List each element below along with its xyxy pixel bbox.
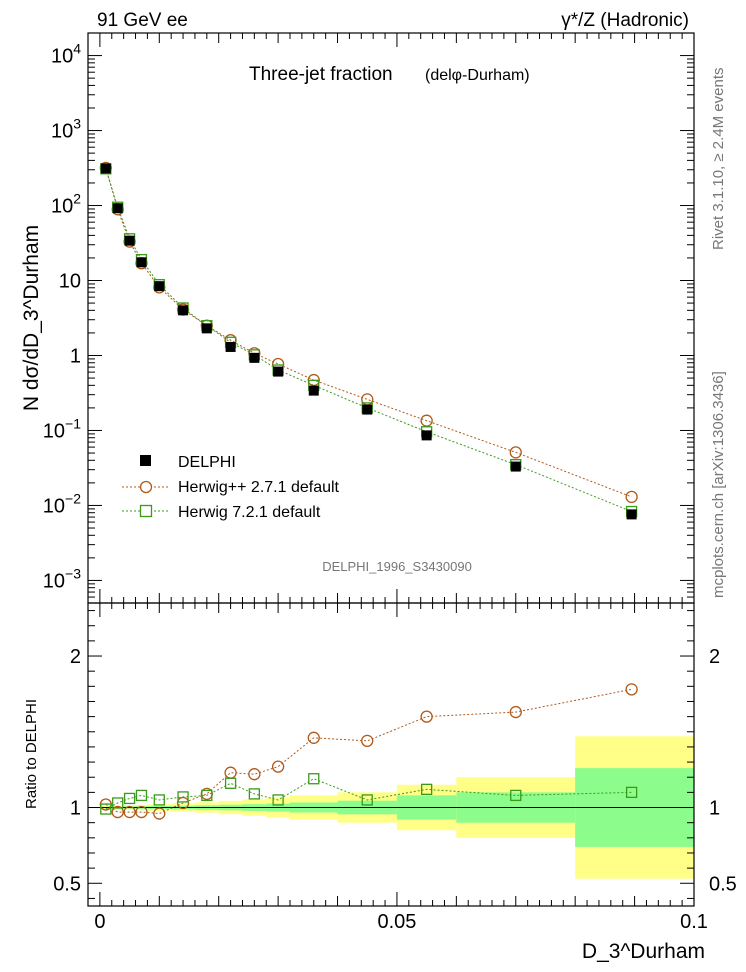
ratio-point-herwig-7-2-1-default [177, 791, 189, 803]
legend-label-herwig7: Herwig 7.2.1 default [178, 504, 321, 521]
ratio-y-tick-label-left: 2 [70, 646, 81, 668]
main-point-delphi [112, 203, 123, 214]
tick-labels: 10−3 10−2 10−1 1 10 102 103 104 0.5 0.5 1 1 2 2 0 0.05 0… [43, 41, 737, 933]
y-tick-label: 10 [59, 271, 81, 293]
rivet-note: Rivet 3.1.10, ≥ 2.4M events [710, 68, 727, 251]
x-axis-title: D_3^Durham [582, 940, 705, 963]
ratio-point-herwig-7-2-1-default [308, 773, 320, 785]
ratio-y-tick-label-left: 0.5 [53, 873, 81, 895]
legend-marker-delphi [140, 455, 151, 466]
ratio-point-herwig-2-7-1-default [135, 805, 148, 819]
main-point-delphi [201, 323, 212, 334]
x-tick-label: 0 [94, 911, 105, 933]
main-point-delphi [154, 281, 165, 292]
ratio-point-herwig-2-7-1-default [307, 731, 320, 744]
y-tick-label: 102 [51, 191, 81, 218]
main-line-herwig-2-7-1-default [105, 167, 632, 498]
main-point-delphi [510, 461, 521, 472]
x-tick-label: 0.1 [680, 911, 708, 933]
ratio-point-herwig-2-7-1-default [625, 683, 638, 696]
ratio-y-tick-label-right: 0.5 [709, 873, 737, 895]
main-point-delphi [626, 509, 637, 520]
ratio-point-herwig-2-7-1-default [176, 796, 190, 810]
ratio-point-herwig-2-7-1-default [361, 734, 374, 748]
ratio-point-herwig-7-2-1-default [201, 789, 213, 802]
ratio-point-herwig-2-7-1-default [111, 805, 124, 819]
main-point-herwig-2-7-1-default [625, 490, 638, 504]
ratio-plot-frame [87, 602, 695, 907]
axis-ticks [88, 32, 695, 906]
ratio-y-axis-title: Ratio to DELPHI [23, 699, 40, 809]
main-point-delphi [249, 352, 260, 363]
legend-label-herwigpp: Herwig++ 2.7.1 default [178, 479, 340, 496]
main-point-delphi [124, 235, 135, 246]
main-point-delphi [421, 430, 432, 441]
ratio-point-herwig-7-2-1-default [420, 783, 433, 795]
ratio-y-tick-label-right: 1 [709, 798, 720, 820]
main-point-delphi [273, 366, 284, 377]
main-point-delphi [136, 257, 147, 268]
beam-label: 91 GeV ee [97, 10, 188, 31]
ratio-point-herwig-2-7-1-default [123, 805, 136, 819]
legend-marker-herwigpp [139, 480, 153, 494]
main-point-delphi [225, 341, 236, 352]
ratio-line-herwig-7-2-1-default [105, 778, 632, 810]
ratio-point-herwig-7-2-1-default [135, 789, 148, 802]
legend: DELPHI Herwig++ 2.7.1 default Herwig 7.2… [122, 454, 340, 521]
process-label: γ*/Z (Hadronic) [561, 10, 689, 31]
series-markers [99, 161, 638, 820]
y-tick-label: 1 [70, 345, 81, 367]
ratio-point-herwig-7-2-1-default [112, 797, 124, 809]
ratio-y-tick-label-right: 2 [709, 646, 720, 668]
main-point-delphi [178, 305, 189, 316]
ratio-point-herwig-2-7-1-default [248, 768, 261, 781]
y-tick-label: 104 [51, 41, 81, 68]
chart-title: Three-jet fraction [249, 64, 393, 85]
chart-subtitle: (delφ-Durham) [425, 67, 530, 84]
y-tick-label: 10−2 [43, 490, 81, 517]
y-tick-label: 10−1 [43, 415, 81, 442]
ratio-point-herwig-2-7-1-default [271, 760, 285, 773]
ratio-point-herwig-2-7-1-default [509, 705, 522, 719]
ratio-point-herwig-7-2-1-default [153, 794, 165, 806]
main-point-herwig-2-7-1-default [509, 446, 522, 459]
legend-marker-herwig7 [139, 504, 153, 518]
x-tick-label: 0.05 [377, 911, 416, 933]
main-y-axis-title: N dσ/dD_3^Durham [20, 225, 43, 411]
legend-label-delphi: DELPHI [178, 454, 236, 471]
ratio-bands [88, 736, 694, 879]
ratio-point-herwig-2-7-1-default [420, 710, 433, 723]
ratio-point-herwig-2-7-1-default [153, 807, 166, 820]
main-point-delphi [308, 385, 319, 396]
ratio-point-herwig-7-2-1-default [224, 777, 237, 789]
ratio-line-herwig-2-7-1-default [105, 688, 632, 815]
ratio-point-herwig-7-2-1-default [625, 786, 638, 799]
y-tick-label: 10−3 [43, 565, 81, 592]
main-point-delphi [100, 163, 111, 174]
mcplots-note: mcplots.cern.ch [arXiv:1306.3436] [710, 371, 727, 598]
ratio-point-herwig-7-2-1-default [361, 794, 373, 806]
y-tick-label: 103 [51, 116, 81, 143]
ratio-point-herwig-7-2-1-default [248, 788, 261, 800]
ratio-y-tick-label-left: 1 [70, 798, 81, 820]
main-point-delphi [362, 404, 373, 415]
ratio-point-herwig-7-2-1-default [123, 792, 136, 805]
analysis-id: DELPHI_1996_S3430090 [322, 559, 472, 574]
ratio-point-herwig-7-2-1-default [272, 794, 284, 806]
ratio-point-herwig-7-2-1-default [100, 803, 112, 815]
ratio-point-herwig-7-2-1-default [510, 789, 522, 802]
